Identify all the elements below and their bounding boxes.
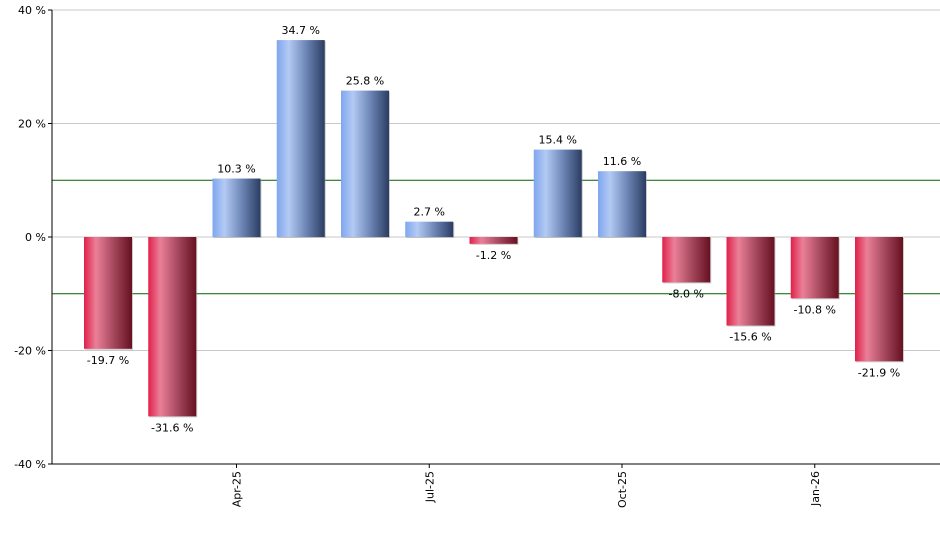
bar: [598, 171, 646, 237]
bar: [790, 237, 839, 299]
data-label: 34.7 %: [282, 24, 320, 37]
data-label: -19.7 %: [87, 354, 129, 367]
bar: [855, 237, 903, 362]
x-tick-label: Apr-25: [231, 471, 244, 507]
bar: [405, 221, 454, 237]
y-tick-label: 40 %: [18, 4, 46, 17]
bar: [533, 149, 582, 237]
data-label: 2.7 %: [414, 206, 445, 219]
data-label: -15.6 %: [729, 331, 771, 344]
y-tick-label: 20 %: [18, 118, 46, 131]
bar: [726, 237, 775, 326]
data-label: -8.0 %: [669, 287, 704, 300]
bar: [662, 237, 711, 283]
x-tick-label: Jul-25: [423, 471, 436, 503]
data-label: -21.9 %: [858, 366, 900, 379]
data-label: -10.8 %: [794, 303, 836, 316]
y-tick-label: 0 %: [25, 231, 46, 244]
y-tick-label: -40 %: [14, 458, 46, 471]
data-label: 11.6 %: [603, 155, 641, 168]
y-tick-label: -20 %: [14, 345, 46, 358]
bar: [84, 237, 132, 349]
x-tick-label: Oct-25: [616, 471, 629, 508]
bar: [212, 178, 261, 237]
bar: [341, 90, 389, 238]
bar: [469, 237, 518, 244]
data-label: 10.3 %: [217, 163, 255, 176]
data-label: -31.6 %: [151, 421, 193, 434]
data-label: 25.8 %: [346, 75, 384, 88]
bar: [276, 40, 325, 237]
data-label: 15.4 %: [539, 134, 577, 147]
x-tick-label: Jan-26: [809, 471, 822, 507]
data-label: -1.2 %: [476, 249, 511, 262]
bar: [148, 237, 197, 417]
